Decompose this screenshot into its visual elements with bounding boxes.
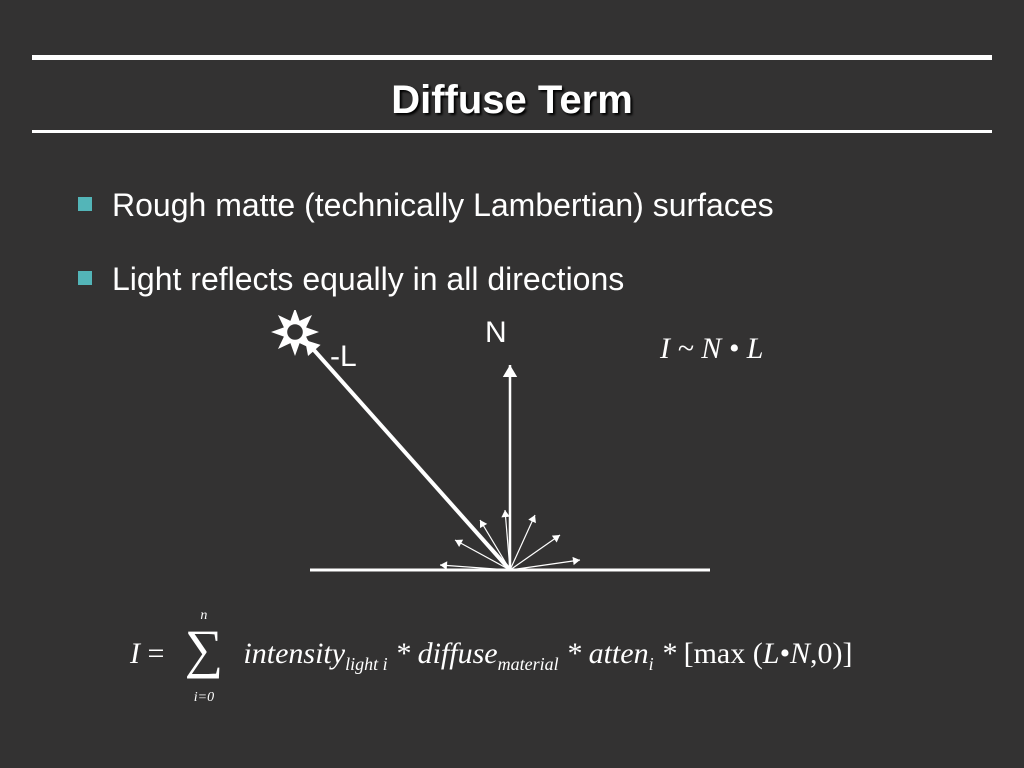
bullet-text: Rough matte (technically Lambertian) sur… <box>112 187 774 223</box>
equals: = <box>148 637 172 670</box>
diffuse-vector-diagram: -L N <box>250 310 730 610</box>
bullet-text: Light reflects equally in all directions <box>112 261 624 297</box>
diagram-svg <box>250 310 730 610</box>
formula-top-text: I ~ N • L <box>660 332 763 365</box>
slide: Diffuse Term Rough matte (technically La… <box>0 0 1024 768</box>
formula-lhs: I <box>130 637 140 670</box>
page-title: Diffuse Term <box>0 78 1024 123</box>
bullet-icon <box>78 197 92 211</box>
formula-summation: I = n ∑ i=0 intensitylight i * diffusema… <box>130 620 852 692</box>
horizontal-rule-bottom <box>32 130 992 133</box>
formula-terms: intensitylight i * diffusematerial * att… <box>243 637 852 670</box>
bullet-item: Rough matte (technically Lambertian) sur… <box>78 185 984 225</box>
sigma-lower: i=0 <box>176 690 232 706</box>
bullet-item: Light reflects equally in all directions <box>78 259 984 299</box>
bullet-icon <box>78 271 92 285</box>
formula-proportional: I ~ N • L <box>660 332 763 366</box>
label-minus-L: -L <box>330 340 357 374</box>
sigma-icon: n ∑ i=0 <box>176 620 232 692</box>
sigma-symbol: ∑ <box>176 622 232 676</box>
horizontal-rule-top <box>32 55 992 60</box>
label-N: N <box>485 316 507 350</box>
